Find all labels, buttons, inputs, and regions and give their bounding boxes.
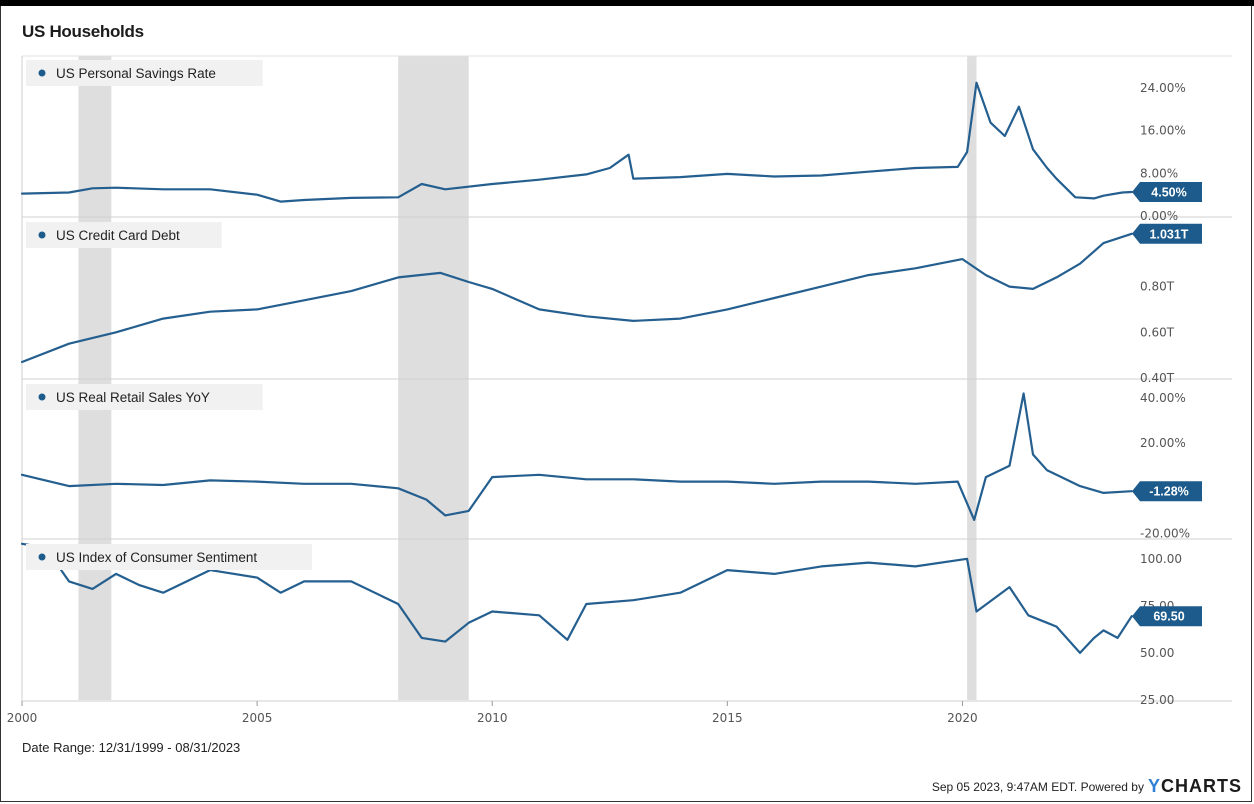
last-value-badge-0 — [1132, 182, 1202, 202]
ycharts-logo-y: Y — [1147, 776, 1161, 796]
legend-label-3: US Index of Consumer Sentiment — [56, 550, 257, 565]
legend-box-1 — [26, 222, 222, 248]
y-tick-label: 40.00% — [1140, 391, 1186, 405]
series-line-2 — [20, 392, 1133, 522]
y-tick-label: 20.00% — [1140, 436, 1186, 450]
y-tick-label: 0.40T — [1140, 371, 1175, 385]
x-tick-label: 2005 — [242, 711, 273, 725]
series-line-3 — [20, 542, 1133, 655]
x-tick-label: 2010 — [477, 711, 508, 725]
last-value-label-1: 1.031T — [1150, 227, 1189, 241]
series-line-1 — [20, 232, 1133, 364]
y-tick-label: 16.00% — [1140, 124, 1186, 138]
y-tick-label: 25.00 — [1140, 693, 1174, 707]
y-tick-label: 0.60T — [1140, 325, 1175, 339]
series-line-0 — [20, 81, 1133, 203]
legend-dot-3 — [38, 553, 46, 561]
recession-band-2 — [967, 56, 977, 700]
recession-band-1 — [398, 56, 469, 700]
recession-band-0 — [78, 56, 112, 700]
date-range: Date Range: 12/31/1999 - 08/31/2023 — [22, 740, 241, 755]
y-tick-label: 50.00 — [1140, 646, 1174, 660]
legend-dot-1 — [38, 231, 46, 239]
legend-box-0 — [26, 60, 263, 86]
legend-label-0: US Personal Savings Rate — [56, 66, 216, 81]
chart-title: US Households — [22, 22, 144, 41]
last-value-badge-3 — [1132, 606, 1202, 627]
top-border — [0, 0, 1254, 6]
last-value-label-2: -1.28% — [1149, 485, 1189, 499]
y-tick-label: 100.00 — [1140, 552, 1182, 566]
footer-timestamp: Sep 05 2023, 9:47AM EDT. Powered by — [931, 779, 1144, 794]
y-tick-label: -20.00% — [1140, 526, 1190, 540]
last-value-label-3: 69.50 — [1153, 610, 1184, 624]
ycharts-logo-text: CHARTS — [1161, 776, 1242, 796]
x-tick-label: 2015 — [712, 711, 743, 725]
legend-label-1: US Credit Card Debt — [56, 228, 180, 243]
legend-dot-0 — [38, 69, 46, 77]
x-tick-label: 2000 — [7, 711, 38, 725]
y-tick-label: 0.00% — [1140, 209, 1178, 223]
legend-label-2: US Real Retail Sales YoY — [56, 390, 210, 405]
y-tick-label: 0.80T — [1140, 280, 1175, 294]
ycharts-logo[interactable]: YCHARTS — [1148, 776, 1242, 797]
x-tick-label: 2020 — [947, 711, 978, 725]
last-value-badge-1 — [1132, 223, 1202, 244]
footer: Sep 05 2023, 9:47AM EDT. Powered by YCHA… — [932, 776, 1242, 797]
y-tick-label: 24.00% — [1140, 81, 1186, 95]
legend-box-2 — [26, 384, 263, 410]
legend-box-3 — [26, 544, 312, 570]
legend-dot-2 — [38, 393, 46, 401]
last-value-badge-2 — [1132, 481, 1202, 502]
y-tick-label: 8.00% — [1140, 166, 1178, 180]
last-value-label-0: 4.50% — [1151, 186, 1186, 200]
